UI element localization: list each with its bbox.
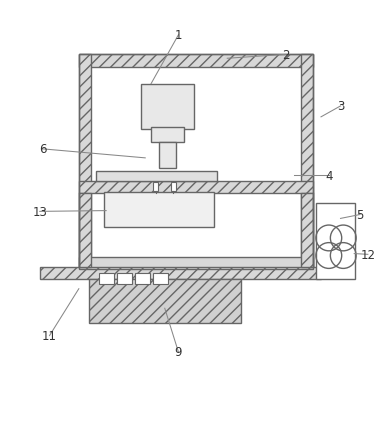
Bar [301,55,313,270]
Text: 13: 13 [32,206,47,218]
Bar [99,273,114,284]
Bar [91,194,301,267]
Text: 5: 5 [356,209,364,221]
Bar [171,183,176,192]
Text: 3: 3 [337,100,344,113]
Bar [79,55,313,68]
Text: 4: 4 [325,169,332,182]
Bar [141,84,194,129]
Bar [79,257,313,270]
Bar [153,183,158,192]
Text: 12: 12 [360,248,376,261]
Bar [91,68,301,257]
Bar [135,273,150,284]
Bar [96,171,218,181]
Bar [301,194,313,267]
Text: 1: 1 [175,29,182,42]
Bar [117,273,132,284]
Bar [151,128,184,143]
Bar [40,267,321,280]
Bar [159,142,176,169]
Text: 6: 6 [39,143,47,156]
Text: 9: 9 [175,346,182,359]
Bar [79,194,91,267]
Bar [79,181,313,194]
Bar [153,273,168,284]
Text: 11: 11 [42,329,57,342]
Bar [79,55,91,270]
Bar [79,55,313,270]
Bar [89,280,241,323]
Bar [316,203,355,280]
Bar [104,192,214,227]
Text: 2: 2 [282,49,290,62]
